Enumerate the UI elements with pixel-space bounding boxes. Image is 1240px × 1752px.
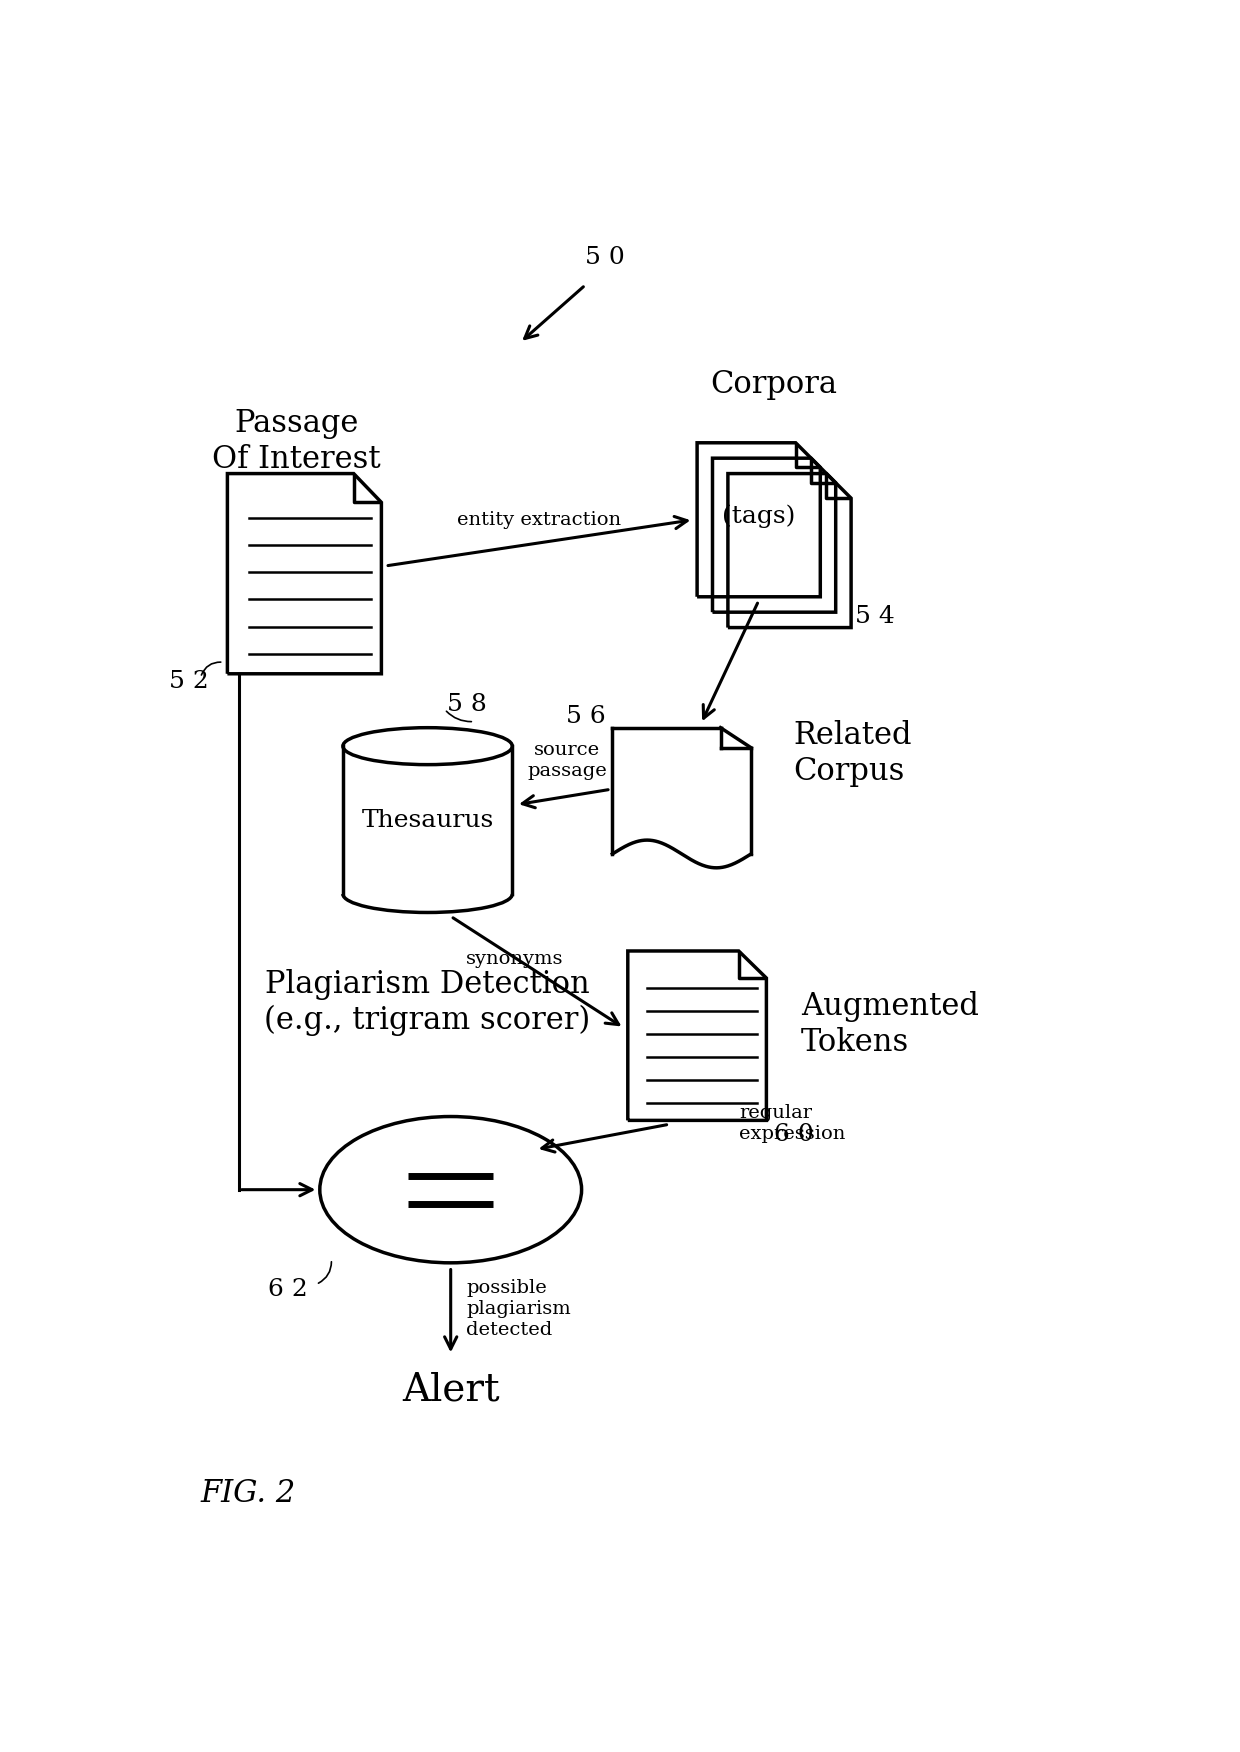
Text: Corpora: Corpora	[711, 370, 837, 401]
Text: 5 0: 5 0	[585, 247, 625, 270]
Text: regular
expression: regular expression	[739, 1104, 846, 1144]
Text: 5 2: 5 2	[169, 669, 208, 694]
Text: Thesaurus: Thesaurus	[362, 809, 494, 832]
Text: (tags): (tags)	[722, 505, 795, 527]
Text: Related
Corpus: Related Corpus	[794, 720, 911, 787]
Text: 6 0: 6 0	[774, 1123, 813, 1146]
Text: synonyms: synonyms	[465, 950, 563, 969]
Text: FIG. 2: FIG. 2	[201, 1479, 295, 1508]
Text: entity extraction: entity extraction	[458, 512, 621, 529]
Text: Plagiarism Detection
(e.g., trigram scorer): Plagiarism Detection (e.g., trigram scor…	[264, 969, 590, 1035]
Text: 5 4: 5 4	[854, 604, 895, 627]
Text: 5 6: 5 6	[565, 704, 605, 727]
Text: possible
plagiarism
detected: possible plagiarism detected	[466, 1279, 570, 1339]
Text: source
passage: source passage	[527, 741, 608, 780]
Text: 6 2: 6 2	[269, 1279, 309, 1302]
Text: Alert: Alert	[402, 1372, 500, 1409]
Text: 5 8: 5 8	[446, 694, 486, 717]
Text: Passage
Of Interest: Passage Of Interest	[212, 408, 381, 475]
Text: Augmented
Tokens: Augmented Tokens	[801, 990, 978, 1058]
